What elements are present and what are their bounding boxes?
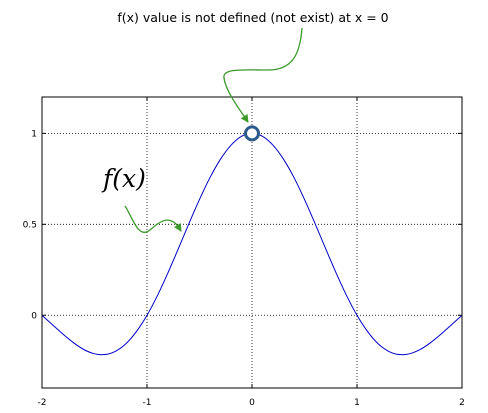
- x-tick-labels: -2 -1 0 1 2: [38, 398, 465, 408]
- x-tick-label: 2: [459, 398, 465, 408]
- y-tick-labels: 00.51: [23, 129, 38, 321]
- y-tick-label: 0: [31, 311, 37, 321]
- x-tick-label: 0: [249, 398, 255, 408]
- x-tick-label: -2: [38, 398, 47, 408]
- axes-frame: [41, 96, 463, 389]
- x-tick-label: 1: [354, 398, 360, 408]
- axis-ticks: [41, 97, 463, 388]
- annotation-fx-label: f(x): [101, 164, 146, 193]
- x-tick-label: -1: [143, 398, 152, 408]
- annotation-fx-arrow: [124, 205, 182, 233]
- undefined-point-marker: [244, 125, 260, 142]
- y-tick-label: 0.5: [23, 220, 37, 230]
- annotation-undefined-arrow: [223, 27, 303, 123]
- annotation-undefined-text: f(x) value is not defined (not exist) at…: [117, 10, 388, 25]
- y-tick-label: 1: [31, 129, 37, 139]
